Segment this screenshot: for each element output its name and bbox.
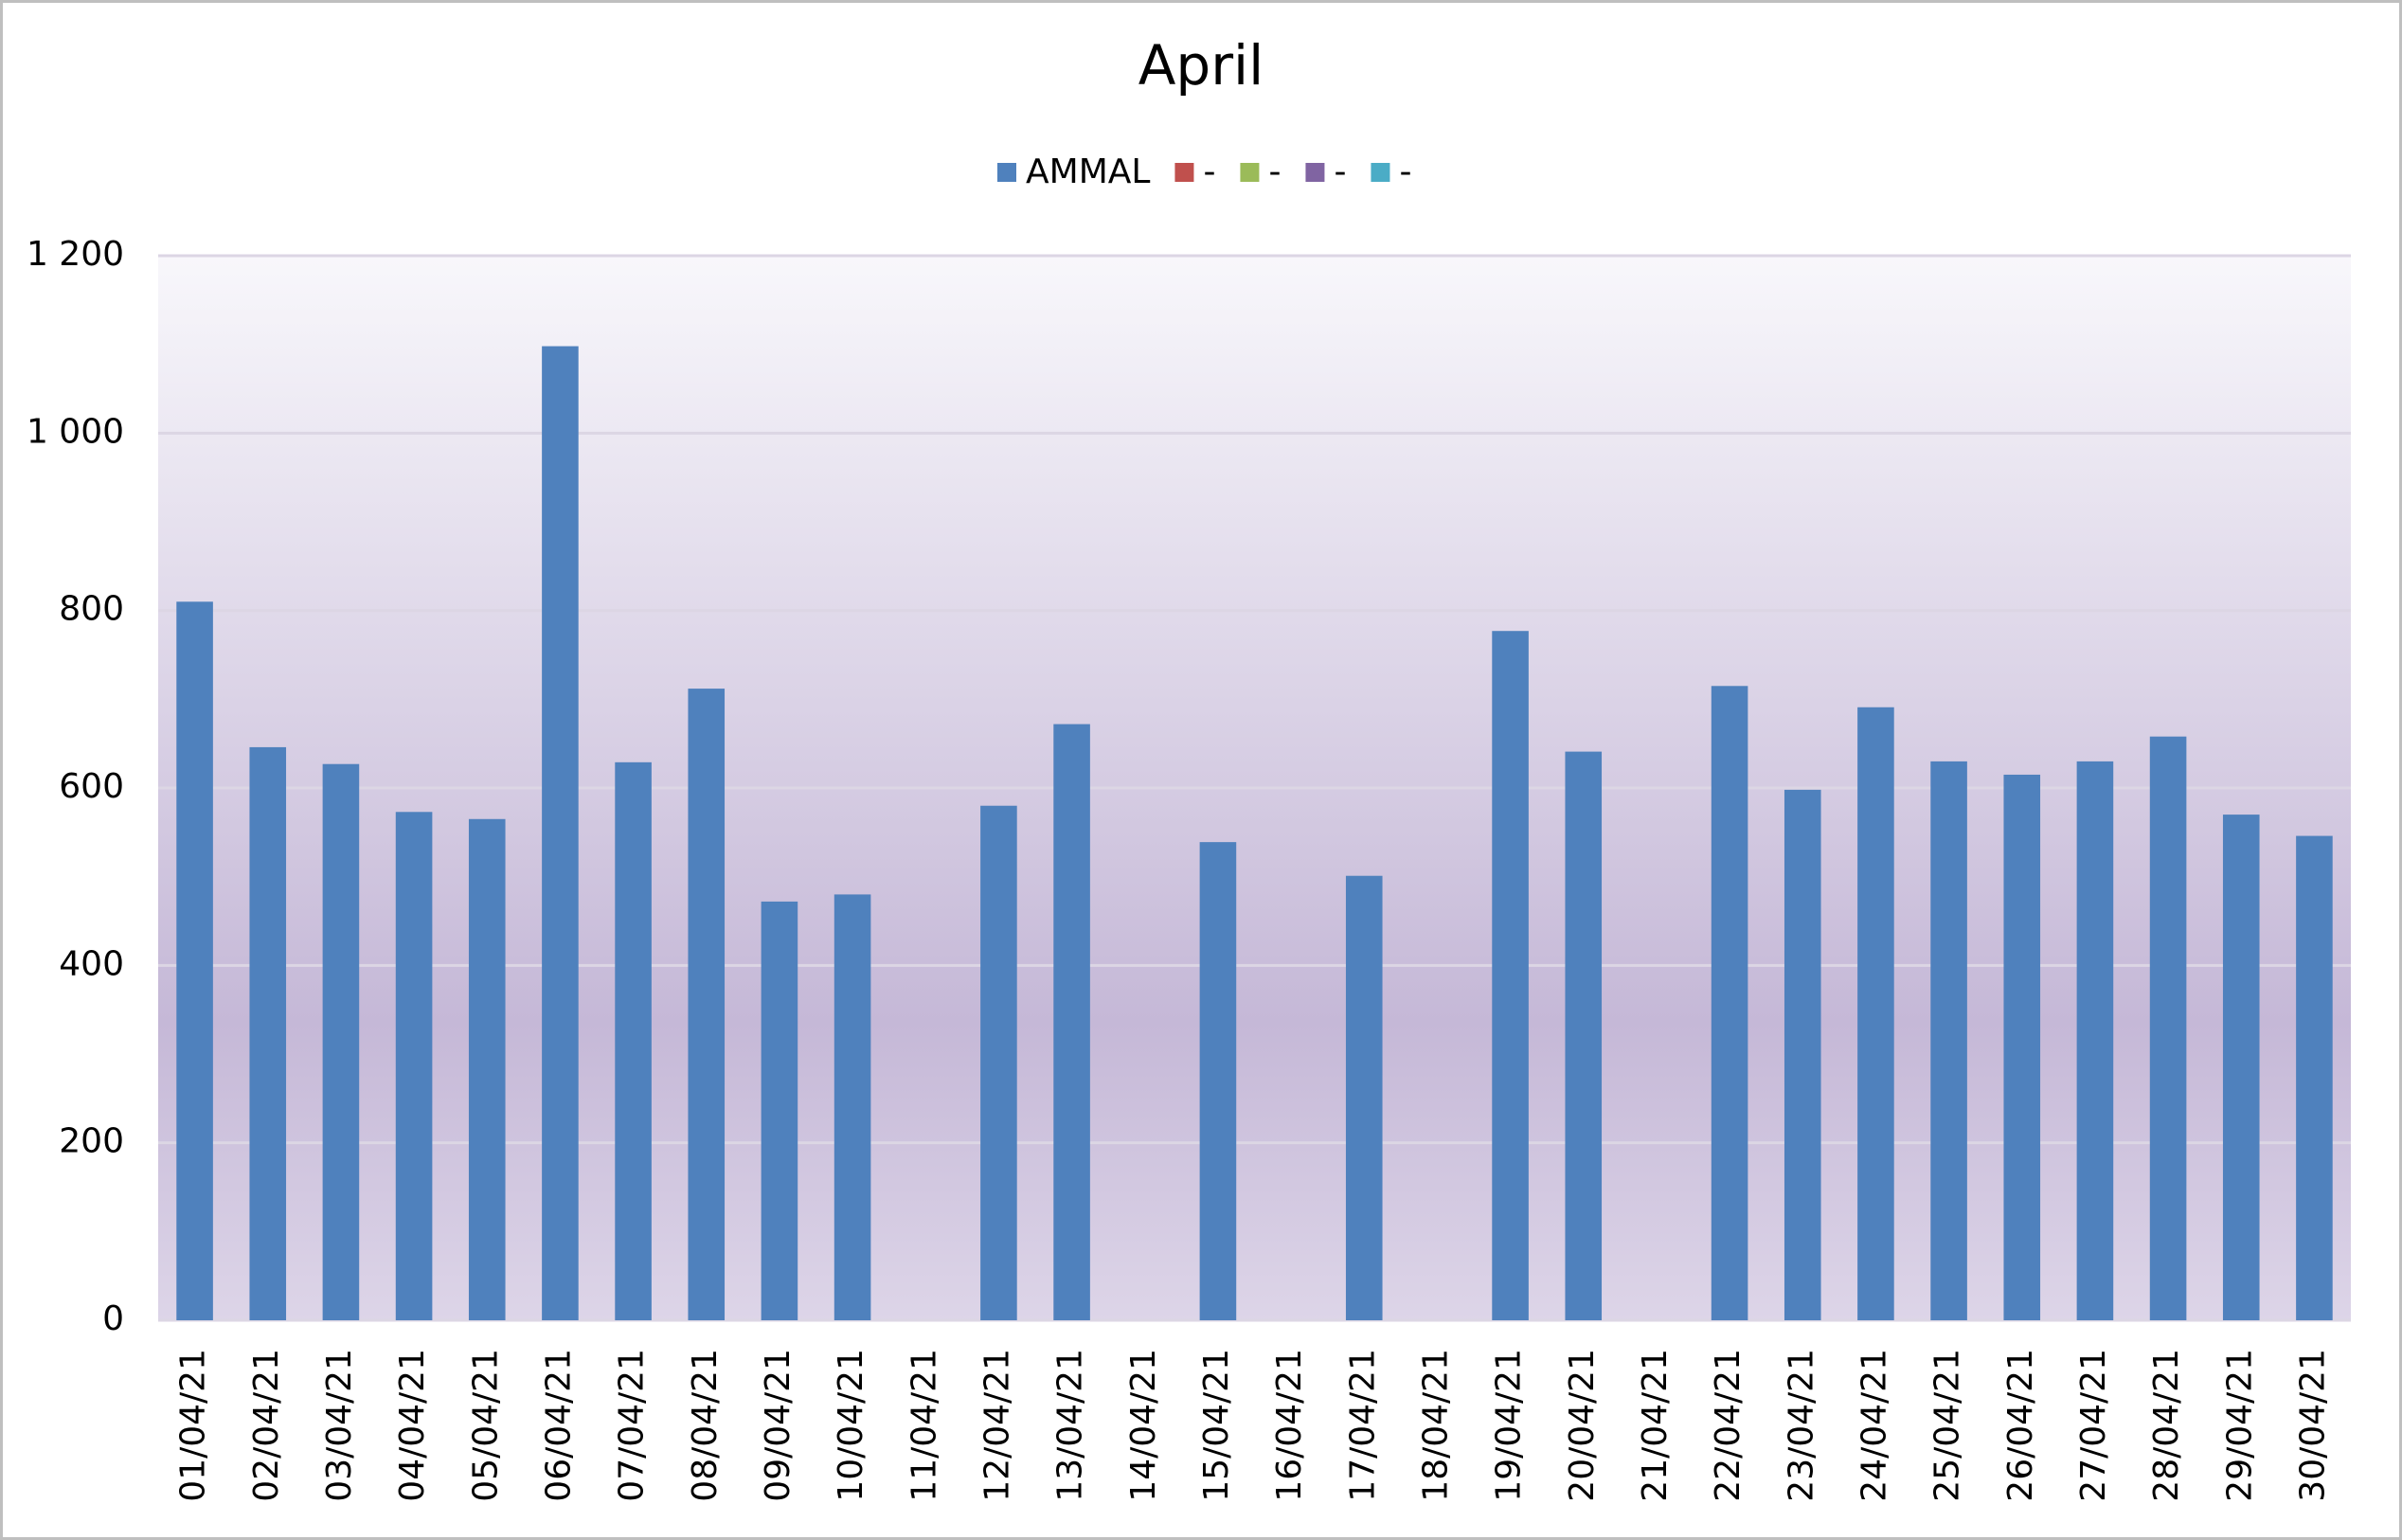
x-tick-label: 15/04/21 bbox=[1197, 1349, 1236, 1502]
x-tick-label: 19/04/21 bbox=[1490, 1349, 1529, 1502]
bar bbox=[1199, 842, 1237, 1320]
legend-label: - bbox=[1268, 152, 1281, 191]
legend-label: - bbox=[1203, 152, 1215, 191]
x-tick-label: 01/04/21 bbox=[174, 1349, 213, 1502]
bar bbox=[2076, 761, 2114, 1320]
y-tick-label: 600 bbox=[59, 767, 124, 806]
x-tick-label: 29/04/21 bbox=[2220, 1349, 2259, 1502]
x-tick-label: 30/04/21 bbox=[2293, 1349, 2332, 1502]
bar bbox=[395, 812, 433, 1320]
bar bbox=[1784, 789, 1821, 1320]
x-tick-label: 05/04/21 bbox=[466, 1349, 505, 1502]
y-tick-label: 800 bbox=[59, 590, 124, 629]
y-tick-label: 200 bbox=[59, 1122, 124, 1161]
bar bbox=[1492, 631, 1529, 1320]
x-tick-label: 02/04/21 bbox=[247, 1349, 286, 1502]
y-tick-label: 1 000 bbox=[27, 412, 124, 451]
chart-title: April bbox=[1138, 33, 1264, 98]
bar bbox=[1345, 875, 1383, 1320]
x-tick-label: 12/04/21 bbox=[977, 1349, 1016, 1502]
y-tick-label: 0 bbox=[102, 1299, 124, 1338]
x-tick-label: 17/04/21 bbox=[1343, 1349, 1382, 1502]
bar bbox=[1711, 686, 1748, 1320]
y-tick-label: 400 bbox=[59, 944, 124, 983]
x-tick-label: 22/04/21 bbox=[1709, 1349, 1748, 1502]
bar bbox=[1565, 751, 1603, 1320]
bar bbox=[1053, 724, 1090, 1320]
bar bbox=[2222, 815, 2260, 1320]
bar bbox=[615, 761, 652, 1320]
x-tick-label: 27/04/21 bbox=[2074, 1349, 2113, 1502]
x-tick-label: 28/04/21 bbox=[2147, 1349, 2186, 1502]
legend-label: - bbox=[1334, 152, 1346, 191]
bar bbox=[1857, 707, 1894, 1320]
x-tick-label: 11/04/21 bbox=[905, 1349, 943, 1502]
x-tick-label: 03/04/21 bbox=[320, 1349, 359, 1502]
x-tick-label: 10/04/21 bbox=[832, 1349, 870, 1502]
x-tick-label: 08/04/21 bbox=[686, 1349, 725, 1502]
x-tick-label: 09/04/21 bbox=[759, 1349, 798, 1502]
legend-swatch bbox=[1174, 163, 1194, 182]
bar bbox=[322, 763, 360, 1320]
x-tick-label: 13/04/21 bbox=[1051, 1349, 1090, 1502]
x-tick-label: 18/04/21 bbox=[1416, 1349, 1455, 1502]
bar bbox=[468, 818, 506, 1320]
legend-swatch bbox=[997, 163, 1016, 182]
x-tick-label: 07/04/21 bbox=[613, 1349, 652, 1502]
x-tick-label: 06/04/21 bbox=[539, 1349, 578, 1502]
bar bbox=[1930, 761, 1967, 1320]
bar bbox=[249, 746, 287, 1320]
x-tick-label: 20/04/21 bbox=[1563, 1349, 1602, 1502]
bar bbox=[542, 346, 579, 1320]
bar bbox=[980, 805, 1017, 1320]
bar bbox=[761, 901, 798, 1320]
legend-label: - bbox=[1399, 152, 1411, 191]
bar bbox=[176, 601, 213, 1320]
x-tick-label: 24/04/21 bbox=[1855, 1349, 1893, 1502]
bar bbox=[2149, 736, 2187, 1320]
bar bbox=[688, 689, 726, 1320]
legend-swatch bbox=[1371, 163, 1390, 182]
y-tick-label: 1 200 bbox=[27, 235, 124, 274]
bar bbox=[834, 894, 871, 1320]
x-tick-label: 26/04/21 bbox=[2001, 1349, 2040, 1502]
legend-swatch bbox=[1305, 163, 1325, 182]
x-tick-label: 14/04/21 bbox=[1124, 1349, 1163, 1502]
x-tick-label: 16/04/21 bbox=[1270, 1349, 1309, 1502]
x-tick-label: 04/04/21 bbox=[393, 1349, 432, 1502]
legend-label: AMMAL bbox=[1026, 152, 1150, 191]
bar bbox=[2296, 835, 2333, 1320]
x-tick-label: 23/04/21 bbox=[1782, 1349, 1820, 1502]
legend-swatch bbox=[1240, 163, 1260, 182]
x-tick-label: 21/04/21 bbox=[1636, 1349, 1675, 1502]
x-tick-label: 25/04/21 bbox=[1928, 1349, 1967, 1502]
bar bbox=[2003, 774, 2041, 1320]
